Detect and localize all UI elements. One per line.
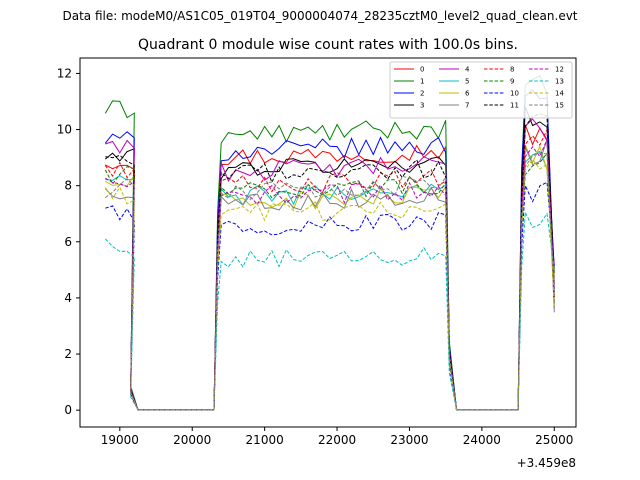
y-tick-label: 10 [57,123,72,137]
legend-label-7: 7 [465,102,469,110]
legend-label-6: 6 [465,90,470,98]
series-line-2 [104,89,555,411]
legend-label-5: 5 [465,78,469,86]
legend-label-8: 8 [510,66,514,74]
series-line-14 [104,158,555,411]
y-tick-label: 4 [64,291,72,305]
series-line-15 [105,152,555,411]
series-line-11 [105,113,555,411]
legend-frame [389,61,573,119]
series-line-8 [104,129,555,411]
series-line-5 [105,150,555,411]
legend-label-2: 2 [420,90,424,98]
x-tick-label: 22000 [318,433,356,447]
series-line-7 [104,139,555,411]
axes-layer: 19000 20000 21000 22000 23000 24000 25000 0 2 4 6 8… [57,66,574,447]
series-line-12 [105,139,555,411]
plot-frame [79,57,577,428]
legend-label-9: 9 [510,78,514,86]
x-tick-label: 25000 [535,433,573,447]
legend-label-1: 1 [420,78,424,86]
x-tick-label: 24000 [463,433,501,447]
legend-label-15: 15 [555,102,564,110]
legend-label-3: 3 [420,102,424,110]
series-line-13 [104,210,555,411]
legend-label-11: 11 [510,102,519,110]
y-tick-label: 6 [64,235,72,249]
legend-label-10: 10 [510,90,519,98]
y-tick-label: 0 [64,403,72,417]
x-tick-label: 19000 [101,433,139,447]
x-tick-label: 21000 [246,433,284,447]
y-tick-label: 12 [57,66,72,80]
series-line-1 [104,74,555,411]
legend-label-0: 0 [420,66,424,74]
series-layer [104,74,555,411]
x-tick-label: 20000 [173,433,211,447]
legend-label-13: 13 [555,78,564,86]
series-line-10 [105,181,555,411]
legend-label-12: 12 [555,66,564,74]
figure-suptitle: Data file: modeM0/AS1C05_019T04_90000040… [62,9,577,23]
x-tick-label: 23000 [390,433,428,447]
series-line-0 [105,124,555,411]
legend-label-4: 4 [465,66,470,74]
y-tick-label: 8 [64,179,72,193]
series-line-4 [105,118,555,411]
series-line-9 [104,151,555,411]
y-tick-label: 2 [64,347,72,361]
legend-label-14: 14 [555,90,564,98]
chart-title: Quadrant 0 module wise count rates with … [138,37,518,53]
x-offset-label: +3.459e8 [517,456,576,470]
